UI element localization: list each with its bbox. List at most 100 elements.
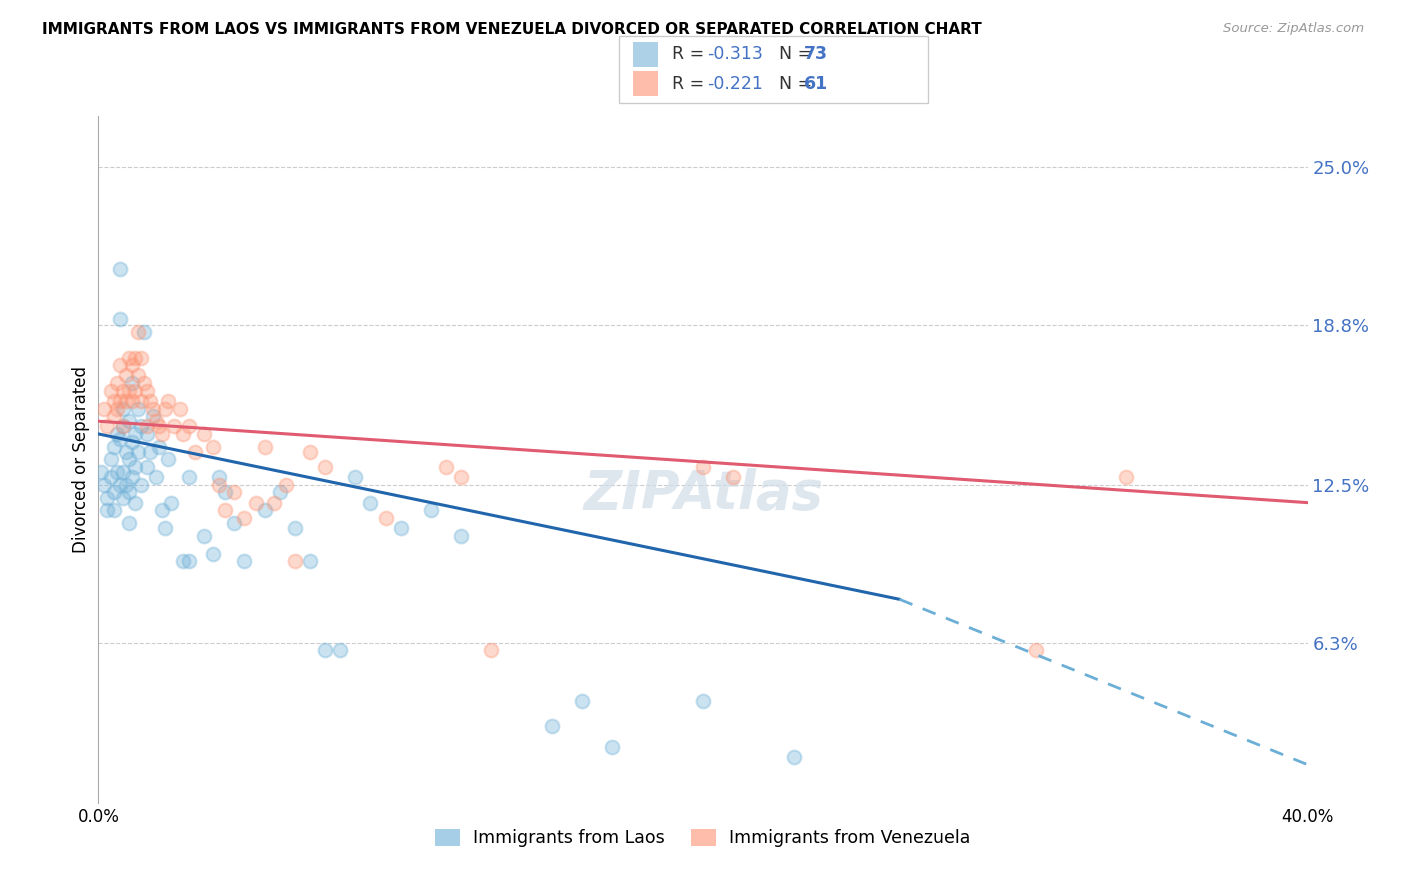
Text: N =: N = (768, 75, 817, 93)
Point (208, 478, 231, 492)
Text: IMMIGRANTS FROM LAOS VS IMMIGRANTS FROM VENEZUELA DIVORCED OR SEPARATED CORRELAT: IMMIGRANTS FROM LAOS VS IMMIGRANTS FROM … (42, 22, 981, 37)
Point (111, 419, 134, 434)
Point (121, 470, 143, 484)
Point (111, 419, 134, 434)
Point (105, 401, 128, 416)
Point (389, 521, 412, 535)
Point (253, 440, 276, 454)
Point (132, 376, 155, 390)
Point (179, 554, 201, 568)
Point (284, 554, 307, 568)
Point (179, 470, 201, 484)
Point (114, 368, 136, 383)
Point (156, 393, 179, 408)
Point (193, 426, 215, 441)
Point (96, 503, 118, 517)
Point (214, 485, 236, 500)
Point (129, 393, 152, 408)
Point (179, 419, 201, 434)
Y-axis label: Divorced or Separated: Divorced or Separated (72, 366, 90, 553)
Point (103, 485, 125, 500)
Point (105, 465, 128, 479)
Point (100, 384, 122, 398)
Point (145, 414, 167, 428)
Point (214, 503, 236, 517)
Point (139, 444, 162, 458)
Point (111, 384, 134, 398)
Point (108, 432, 131, 446)
Point (127, 444, 149, 458)
Point (156, 452, 179, 467)
Point (108, 478, 131, 492)
Point (450, 529, 472, 543)
Point (163, 419, 186, 434)
Point (224, 485, 246, 500)
Point (481, 643, 503, 657)
Text: ZIPAtlas: ZIPAtlas (583, 467, 823, 520)
Point (127, 325, 149, 339)
Point (145, 470, 167, 484)
Point (344, 470, 367, 484)
Point (602, 739, 624, 754)
Point (121, 376, 143, 390)
Point (118, 452, 141, 467)
Legend: Immigrants from Laos, Immigrants from Venezuela: Immigrants from Laos, Immigrants from Ve… (426, 821, 980, 856)
Point (232, 511, 254, 525)
Point (142, 401, 165, 416)
Point (124, 460, 146, 475)
Point (299, 444, 322, 458)
Point (121, 393, 143, 408)
Point (105, 376, 128, 390)
Point (111, 491, 134, 505)
Point (1115, 470, 1137, 484)
Point (105, 426, 128, 441)
Point (360, 495, 382, 509)
Point (111, 401, 134, 416)
Point (118, 351, 141, 365)
Point (434, 460, 457, 475)
Point (96, 491, 118, 505)
Point (139, 393, 162, 408)
Point (299, 554, 322, 568)
Point (93, 478, 115, 492)
Point (114, 444, 136, 458)
Point (135, 426, 157, 441)
Point (118, 414, 141, 428)
Point (245, 495, 267, 509)
Point (103, 440, 125, 454)
Point (420, 503, 443, 517)
Point (783, 750, 806, 764)
Point (108, 261, 131, 276)
Point (263, 495, 285, 509)
Point (114, 393, 136, 408)
Point (329, 643, 352, 657)
Point (103, 409, 125, 424)
Point (135, 419, 157, 434)
Text: 61: 61 (804, 75, 828, 93)
Point (269, 485, 291, 500)
Point (103, 503, 125, 517)
Point (374, 511, 396, 525)
Point (96, 419, 118, 434)
Point (692, 694, 714, 708)
Point (124, 384, 146, 398)
Point (118, 516, 141, 530)
Point (1024, 643, 1046, 657)
Point (108, 393, 131, 408)
Point (111, 465, 134, 479)
Text: 73: 73 (804, 45, 828, 63)
Point (202, 440, 225, 454)
Point (150, 426, 173, 441)
Point (124, 495, 146, 509)
Point (571, 694, 593, 708)
Point (108, 312, 131, 326)
Text: R =: R = (672, 75, 710, 93)
Point (153, 521, 176, 535)
Point (135, 460, 157, 475)
Point (124, 426, 146, 441)
Point (121, 434, 143, 449)
Point (121, 358, 143, 372)
Point (193, 529, 215, 543)
Point (153, 401, 176, 416)
Point (253, 503, 276, 517)
